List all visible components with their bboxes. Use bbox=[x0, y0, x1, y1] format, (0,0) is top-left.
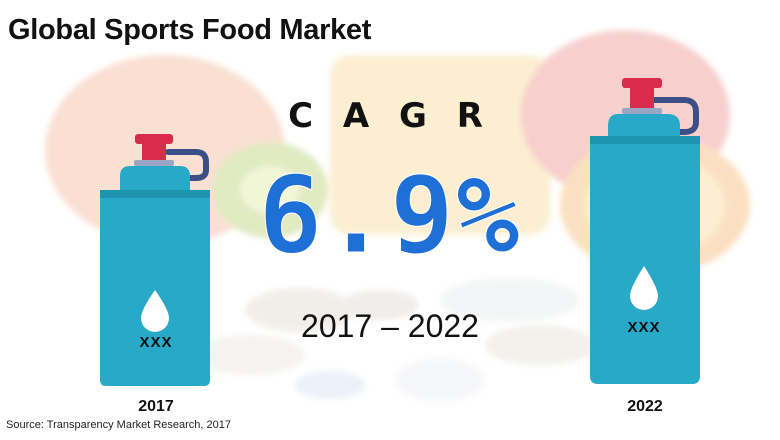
page-title: Global Sports Food Market bbox=[8, 14, 372, 46]
water-drop-icon bbox=[630, 266, 658, 310]
pill bbox=[195, 335, 305, 375]
bottle-code-2017: XXX bbox=[139, 334, 173, 351]
cagr-value: 6.9% bbox=[258, 154, 522, 278]
water-drop-icon bbox=[141, 290, 169, 332]
pill bbox=[245, 288, 355, 332]
pill bbox=[395, 358, 485, 402]
pill bbox=[440, 278, 580, 322]
forecast-period: 2017 – 2022 bbox=[301, 308, 479, 344]
source-note: Source: Transparency Market Research, 20… bbox=[6, 419, 232, 431]
year-label-2022: 2022 bbox=[627, 398, 663, 415]
pill bbox=[342, 290, 418, 320]
bottle-code-2022: XXX bbox=[627, 319, 661, 336]
water-bottle-2017 bbox=[100, 134, 210, 386]
pill bbox=[485, 325, 595, 365]
cagr-label: C A G R bbox=[288, 96, 492, 136]
pill bbox=[295, 371, 365, 399]
water-bottle-2022 bbox=[590, 78, 700, 384]
year-label-2017: 2017 bbox=[138, 398, 174, 415]
juice-glass bbox=[330, 55, 550, 235]
